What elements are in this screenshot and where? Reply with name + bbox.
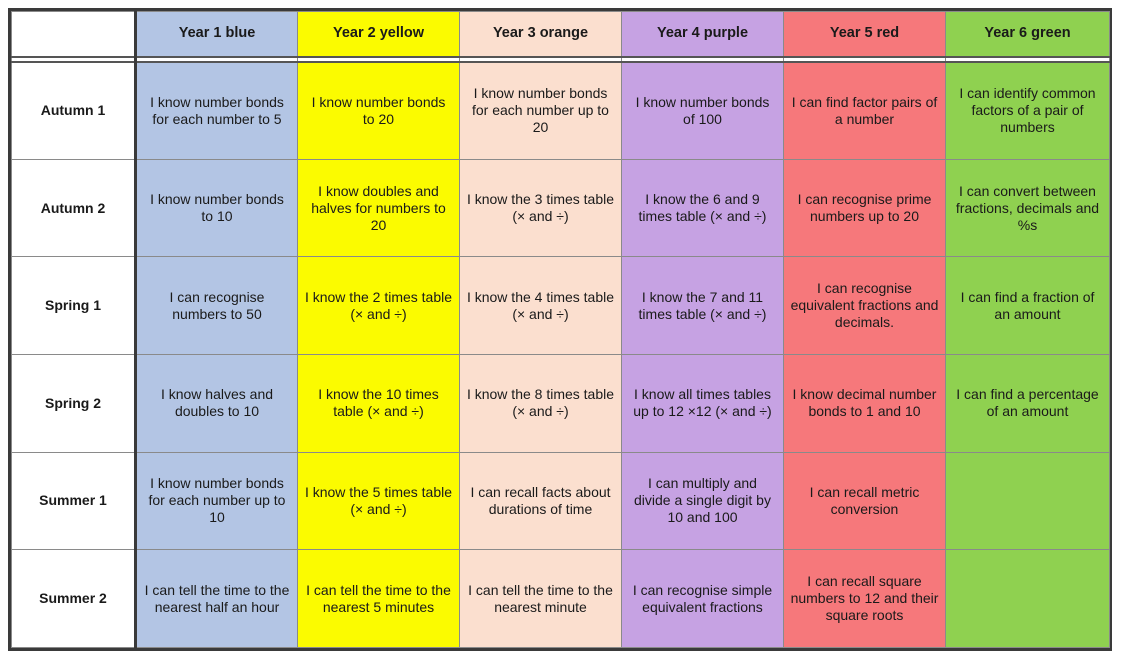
table-cell: I know decimal number bonds to 1 and 10	[783, 354, 946, 453]
row-label-autumn-1: Autumn 1	[11, 61, 137, 160]
table-cell: I know all times tables up to 12 ×12 (× …	[621, 354, 784, 453]
table-cell: I can identify common factors of a pair …	[945, 61, 1110, 160]
table-cell: I know number bonds for each number to 5	[135, 61, 298, 160]
table-cell: I can tell the time to the nearest minut…	[459, 549, 622, 648]
header-year-3: Year 3 orange	[459, 11, 622, 57]
table-cell: I know the 3 times table (× and ÷)	[459, 158, 622, 258]
row-label-summer-2: Summer 2	[11, 549, 137, 648]
table-row: Autumn 2 I know number bonds to 10 I kno…	[11, 158, 1110, 258]
row-label-spring-2: Spring 2	[11, 354, 137, 453]
table-cell: I can recognise equivalent fractions and…	[783, 256, 946, 355]
table-cell: I can tell the time to the nearest 5 min…	[297, 549, 460, 648]
table-cell: I know the 10 times table (× and ÷)	[297, 354, 460, 453]
header-year-1: Year 1 blue	[135, 11, 298, 57]
table-cell: I know the 2 times table (× and ÷)	[297, 256, 460, 355]
curriculum-table-frame: Year 1 blue Year 2 yellow Year 3 orange …	[8, 8, 1112, 651]
header-year-6: Year 6 green	[945, 11, 1110, 57]
table-cell: I know number bonds to 10	[135, 158, 298, 258]
table-row: Autumn 1 I know number bonds for each nu…	[11, 61, 1110, 160]
table-cell: I can recall facts about durations of ti…	[459, 451, 622, 551]
table-cell	[945, 549, 1110, 648]
table-cell: I can recognise prime numbers up to 20	[783, 158, 946, 258]
table-cell: I know halves and doubles to 10	[135, 354, 298, 453]
table-cell: I can recognise simple equivalent fracti…	[621, 549, 784, 648]
table-row: Spring 1 I can recognise numbers to 50 I…	[11, 256, 1110, 355]
table-cell: I can find factor pairs of a number	[783, 61, 946, 160]
table-cell: I know the 4 times table (× and ÷)	[459, 256, 622, 355]
table-cell: I can find a fraction of an amount	[945, 256, 1110, 355]
table-cell: I know the 5 times table (× and ÷)	[297, 451, 460, 551]
curriculum-table: Year 1 blue Year 2 yellow Year 3 orange …	[11, 11, 1110, 648]
table-cell: I can recall square numbers to 12 and th…	[783, 549, 946, 648]
row-label-spring-1: Spring 1	[11, 256, 137, 355]
table-cell: I can tell the time to the nearest half …	[135, 549, 298, 648]
header-separator	[11, 55, 1110, 63]
table-row: Spring 2 I know halves and doubles to 10…	[11, 354, 1110, 453]
header-row: Year 1 blue Year 2 yellow Year 3 orange …	[11, 11, 1110, 57]
row-label-autumn-2: Autumn 2	[11, 158, 137, 258]
table-cell: I can find a percentage of an amount	[945, 354, 1110, 453]
table-cell: I know the 8 times table (× and ÷)	[459, 354, 622, 453]
corner-cell	[11, 11, 137, 57]
table-cell	[945, 451, 1110, 551]
table-cell: I know the 6 and 9 times table (× and ÷)	[621, 158, 784, 258]
table-cell: I can recall metric conversion	[783, 451, 946, 551]
table-row: Summer 2 I can tell the time to the near…	[11, 549, 1110, 648]
table-cell: I know number bonds of 100	[621, 61, 784, 160]
row-label-summer-1: Summer 1	[11, 451, 137, 551]
table-cell: I know number bonds for each number up t…	[459, 61, 622, 160]
header-year-4: Year 4 purple	[621, 11, 784, 57]
table-cell: I can multiply and divide a single digit…	[621, 451, 784, 551]
table-row: Summer 1 I know number bonds for each nu…	[11, 451, 1110, 551]
table-cell: I know number bonds for each number up t…	[135, 451, 298, 551]
table-cell: I know doubles and halves for numbers to…	[297, 158, 460, 258]
table-cell: I know number bonds to 20	[297, 61, 460, 160]
header-year-5: Year 5 red	[783, 11, 946, 57]
header-year-2: Year 2 yellow	[297, 11, 460, 57]
table-cell: I know the 7 and 11 times table (× and ÷…	[621, 256, 784, 355]
table-cell: I can recognise numbers to 50	[135, 256, 298, 355]
table-cell: I can convert between fractions, decimal…	[945, 158, 1110, 258]
